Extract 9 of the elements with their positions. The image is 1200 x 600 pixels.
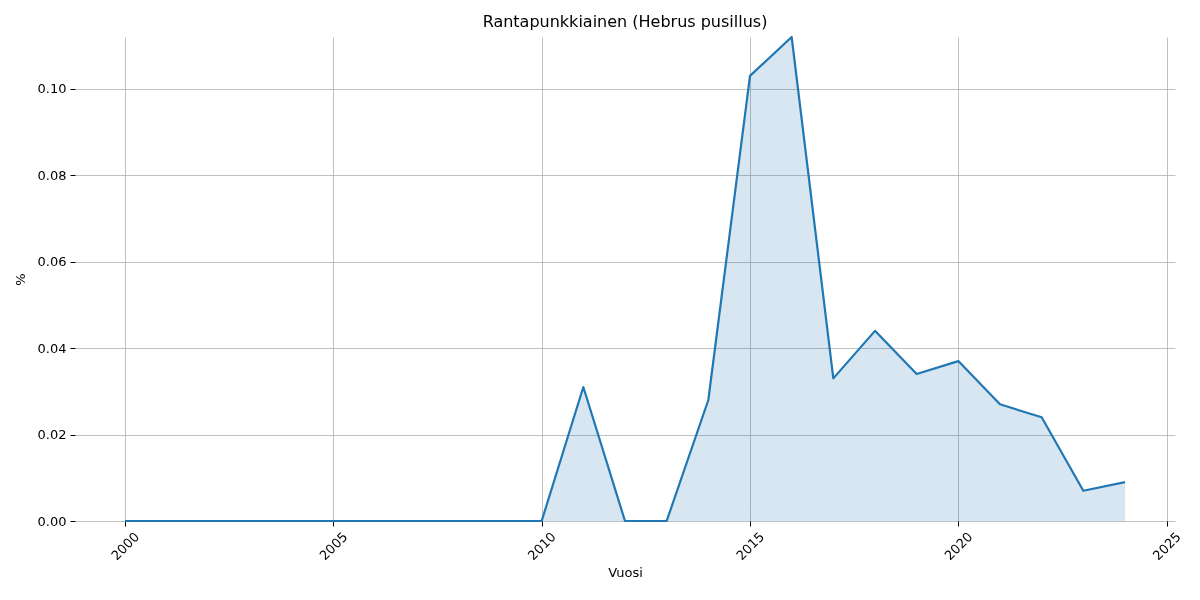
x-axis-title: Vuosi xyxy=(608,565,643,581)
y-tick-label: 0.00 xyxy=(37,513,67,529)
y-tick-label: 0.04 xyxy=(37,340,67,356)
y-axis-title: % xyxy=(12,273,28,286)
y-tick-label: 0.02 xyxy=(37,427,67,443)
y-tick-label: 0.08 xyxy=(37,167,67,183)
y-tick-label: 0.10 xyxy=(37,81,67,97)
y-tick-label: 0.06 xyxy=(37,254,67,270)
chart-title: Rantapunkkiainen (Hebrus pusillus) xyxy=(482,11,768,31)
